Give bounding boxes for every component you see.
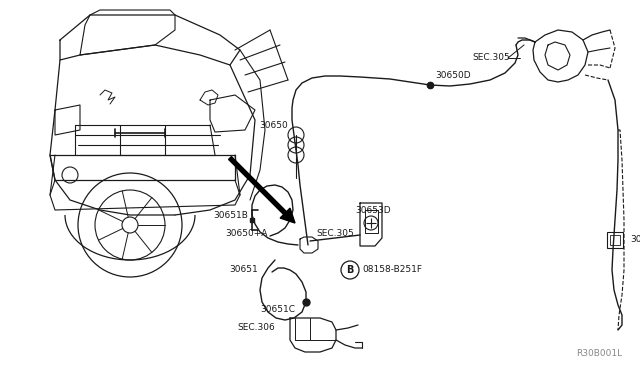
Text: 30651C: 30651C [260,305,295,314]
Text: 30650DA: 30650DA [630,235,640,244]
Text: SEC.306: SEC.306 [237,324,275,333]
Text: 30650D: 30650D [435,71,470,80]
Text: 08158-B251F: 08158-B251F [362,266,422,275]
Text: SEC.305: SEC.305 [472,54,509,62]
Text: B: B [346,265,354,275]
Text: 30651B: 30651B [213,211,248,219]
Bar [607,232,623,248]
FancyArrow shape [228,157,295,223]
Text: 30650: 30650 [259,121,288,129]
Text: SEC.305: SEC.305 [316,229,354,238]
Text: 30651: 30651 [229,266,258,275]
Text: 30650+A: 30650+A [226,229,268,238]
Text: 30653D: 30653D [355,206,390,215]
Text: R30B001L: R30B001L [576,349,622,358]
Bar [610,235,620,245]
